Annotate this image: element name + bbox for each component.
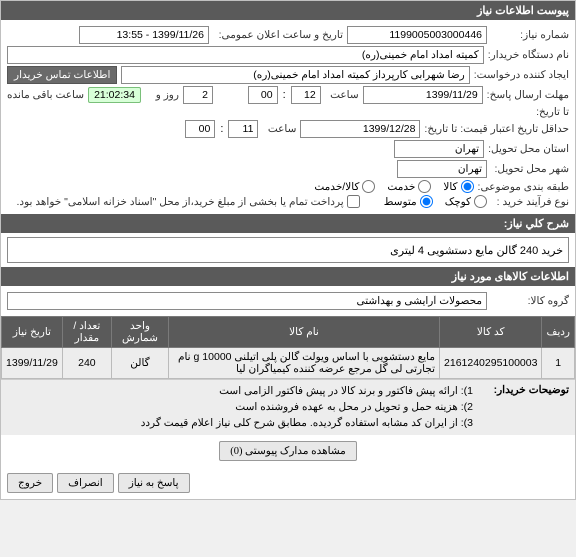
group-input[interactable] bbox=[7, 292, 487, 310]
table-cell: 240 bbox=[62, 348, 111, 379]
treasury-note: پرداخت تمام یا بخشی از مبلغ خرید،از محل … bbox=[17, 196, 344, 208]
deadline-date-input[interactable] bbox=[363, 86, 483, 104]
proc-type-label: نوع فرآیند خرید : bbox=[491, 196, 569, 208]
buyer-notes-label: توضیحات خریدار: bbox=[479, 384, 569, 396]
announce-date-input[interactable] bbox=[79, 26, 209, 44]
table-cell: 2161240295100003 bbox=[440, 348, 542, 379]
table-header: نام کالا bbox=[168, 317, 439, 348]
to-date-label: تا تاریخ: bbox=[535, 106, 569, 118]
desc-header: شرح کلي نیاز: bbox=[1, 214, 575, 233]
deadline-hh[interactable] bbox=[291, 86, 321, 104]
deadline-mm[interactable] bbox=[248, 86, 278, 104]
classification-label: طبقه بندی موضوعی: bbox=[478, 181, 569, 193]
radio-service-label: خدمت bbox=[387, 181, 415, 193]
table-header: تاریخ نیاز bbox=[2, 317, 63, 348]
radio-mid[interactable]: متوسط bbox=[384, 195, 433, 208]
radio-small[interactable]: کوچک bbox=[445, 195, 487, 208]
delivery-city-label: شهر محل تحویل: bbox=[491, 163, 569, 175]
pd-mm[interactable] bbox=[185, 120, 215, 138]
time-label-2: ساعت bbox=[262, 123, 296, 135]
need-number-label: شماره نیاز: bbox=[491, 29, 569, 41]
radio-service[interactable]: خدمت bbox=[387, 180, 431, 193]
radio-goods-label: کالا bbox=[443, 181, 457, 193]
buyer-org-input[interactable] bbox=[7, 46, 484, 64]
view-attachments-button[interactable]: مشاهده مدارک پیوستی (0) bbox=[219, 441, 357, 461]
radio-mid-label: متوسط bbox=[384, 196, 417, 208]
deadline-label: مهلت ارسال پاسخ: bbox=[487, 89, 569, 101]
radio-both[interactable]: کالا/خدمت bbox=[314, 180, 375, 193]
price-deadline-date[interactable] bbox=[300, 120, 420, 138]
table-cell: مایع دستشویی با اساس ویولت گالن پلی اتیل… bbox=[168, 348, 439, 379]
radio-both-label: کالا/خدمت bbox=[314, 181, 359, 193]
radio-goods[interactable]: کالا bbox=[443, 180, 473, 193]
section-title: پیوست اطلاعات نیاز bbox=[1, 1, 575, 20]
pd-hh[interactable] bbox=[228, 120, 258, 138]
items-header: اطلاعات کالاهای مورد نیاز bbox=[1, 267, 575, 286]
footer-buttons: پاسخ به نیاز انصراف خروج bbox=[1, 467, 575, 499]
cancel-button[interactable]: انصراف bbox=[57, 473, 114, 493]
days-and-label: روز و bbox=[145, 89, 179, 101]
buyer-org-label: نام دستگاه خریدار: bbox=[488, 49, 569, 61]
form-area: شماره نیاز: تاریخ و ساعت اعلان عمومی: نا… bbox=[1, 20, 575, 214]
items-table: ردیفکد کالانام کالاواحد شمارشتعداد / مقد… bbox=[1, 316, 575, 379]
group-label: گروه کالا: bbox=[491, 295, 569, 307]
need-number-input[interactable] bbox=[347, 26, 487, 44]
table-header: تعداد / مقدار bbox=[62, 317, 111, 348]
table-row[interactable]: 12161240295100003مایع دستشویی با اساس وی… bbox=[2, 348, 575, 379]
delivery-province-input[interactable] bbox=[394, 140, 484, 158]
days-remaining-input[interactable] bbox=[183, 86, 213, 104]
exit-button[interactable]: خروج bbox=[7, 473, 53, 493]
table-header: کد کالا bbox=[440, 317, 542, 348]
description-input[interactable] bbox=[7, 237, 569, 263]
creator-input[interactable] bbox=[121, 66, 469, 84]
main-panel: پیوست اطلاعات نیاز شماره نیاز: تاریخ و س… bbox=[0, 0, 576, 500]
price-deadline-label: حداقل تاریخ اعتبار قیمت: تا تاریخ: bbox=[424, 123, 569, 135]
buyer-contact-button[interactable]: اطلاعات تماس خریدار bbox=[7, 66, 117, 84]
table-cell: گالن bbox=[111, 348, 168, 379]
buyer-notes: توضیحات خریدار: 1): ارائه پیش فاکتور و ب… bbox=[1, 379, 575, 435]
colon-1: : bbox=[283, 89, 286, 101]
countdown-badge: 21:02:34 bbox=[88, 87, 141, 103]
announce-date-label: تاریخ و ساعت اعلان عمومی: bbox=[213, 29, 343, 41]
radio-small-label: کوچک bbox=[445, 196, 471, 208]
colon-2: : bbox=[220, 123, 223, 135]
table-cell: 1 bbox=[542, 348, 575, 379]
hours-remaining-label: ساعت باقی مانده bbox=[7, 89, 84, 101]
time-label-1: ساعت bbox=[325, 89, 359, 101]
treasury-checkbox[interactable]: پرداخت تمام یا بخشی از مبلغ خرید،از محل … bbox=[17, 195, 360, 208]
creator-label: ایجاد کننده درخواست: bbox=[474, 69, 569, 81]
answer-button[interactable]: پاسخ به نیاز bbox=[118, 473, 190, 493]
table-header: واحد شمارش bbox=[111, 317, 168, 348]
table-header: ردیف bbox=[542, 317, 575, 348]
delivery-province-label: استان محل تحویل: bbox=[488, 143, 569, 155]
table-cell: 1399/11/29 bbox=[2, 348, 63, 379]
buyer-notes-text: 1): ارائه پیش فاکتور و برند کالا در پیش … bbox=[141, 384, 473, 431]
delivery-city-input[interactable] bbox=[397, 160, 487, 178]
